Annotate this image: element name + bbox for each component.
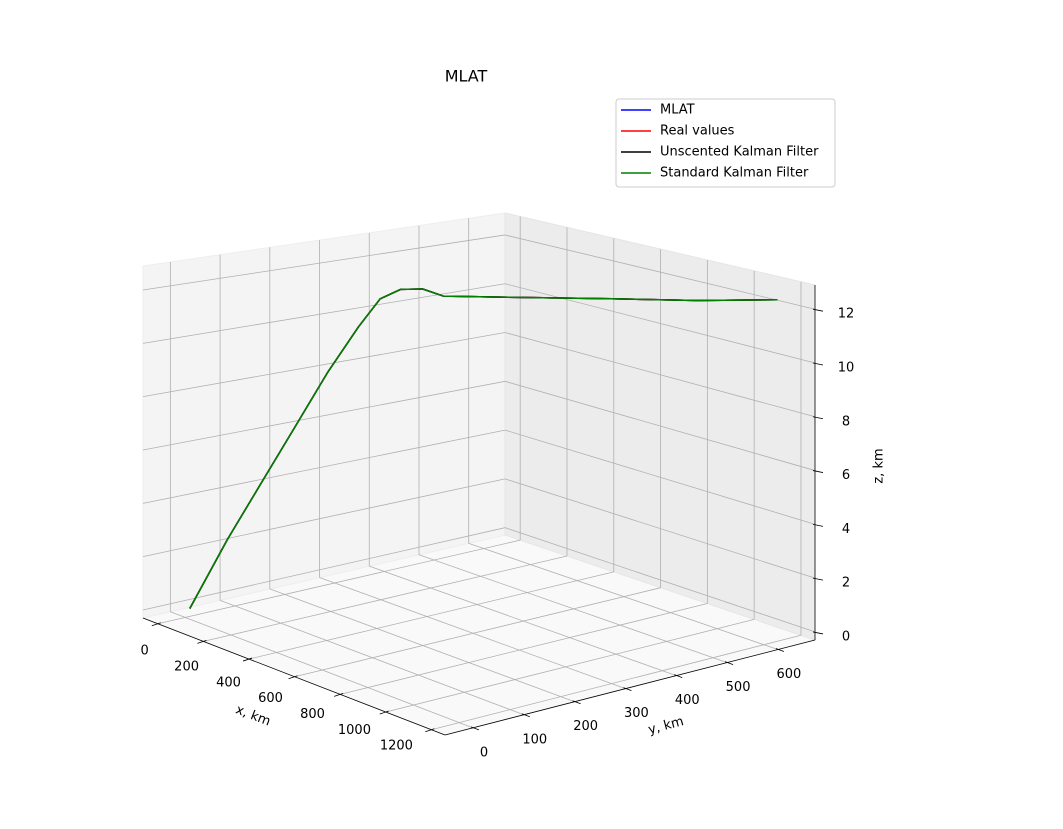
x-tick-label: 400 bbox=[216, 675, 241, 690]
y-tick-label: 400 bbox=[675, 693, 700, 708]
grid-line bbox=[157, 539, 521, 625]
grid-line bbox=[504, 234, 816, 310]
legend-label: Real values bbox=[660, 124, 735, 139]
z-tick-label: 10 bbox=[838, 360, 855, 375]
y-tick bbox=[724, 661, 734, 665]
x-tick-label: 1000 bbox=[338, 723, 371, 738]
x-tick bbox=[334, 693, 344, 697]
x-tick bbox=[151, 622, 161, 627]
grid-line bbox=[431, 634, 802, 731]
grid-line bbox=[369, 565, 677, 677]
grid-line bbox=[142, 332, 506, 398]
grid-line bbox=[142, 478, 506, 558]
x-tick bbox=[197, 640, 207, 644]
series-line bbox=[189, 288, 778, 609]
y-tick bbox=[674, 674, 683, 678]
grid-line bbox=[269, 588, 575, 703]
grid-line bbox=[385, 619, 755, 713]
grid-line bbox=[142, 234, 506, 291]
z-axis-label: z, km bbox=[872, 448, 887, 483]
y-tick-label: 0 bbox=[480, 745, 488, 760]
y-tick-label: 600 bbox=[776, 667, 801, 682]
y-tick bbox=[521, 713, 530, 718]
x-tick-label: 0 bbox=[140, 644, 148, 659]
grid-line bbox=[504, 380, 816, 471]
grid-line bbox=[294, 587, 661, 678]
x-tick-label: 1200 bbox=[380, 739, 413, 754]
x-axis-label: x, km bbox=[233, 703, 272, 730]
z-tick bbox=[812, 631, 824, 635]
z-tick-label: 12 bbox=[838, 307, 855, 322]
z-tick bbox=[812, 523, 824, 527]
legend-box bbox=[615, 98, 836, 188]
y-tick bbox=[470, 726, 480, 731]
x-tick-label: 200 bbox=[174, 660, 199, 675]
x-tick bbox=[242, 657, 253, 662]
z-tick-label: 8 bbox=[842, 414, 850, 429]
y-tick-label: 100 bbox=[522, 732, 547, 747]
x-tick bbox=[288, 675, 298, 680]
grid-line bbox=[219, 599, 524, 716]
grid-line bbox=[340, 603, 708, 695]
y-tick-label: 200 bbox=[573, 719, 598, 734]
z-tick bbox=[812, 470, 824, 473]
z-tick bbox=[812, 577, 824, 581]
grid-line bbox=[504, 283, 816, 364]
z-tick bbox=[812, 362, 824, 366]
grid-line bbox=[504, 429, 816, 525]
lines bbox=[189, 288, 778, 609]
legend: MLAT Real values Unscented Kalman Filter St… bbox=[615, 98, 836, 188]
grid-line bbox=[142, 380, 506, 451]
grid-line bbox=[504, 332, 816, 418]
legend-label: Unscented Kalman Filter bbox=[660, 145, 819, 160]
y-axis-label: y, km bbox=[647, 714, 686, 738]
grid-line bbox=[142, 283, 506, 344]
x-tick bbox=[379, 710, 389, 715]
grid-line bbox=[170, 611, 474, 729]
grid bbox=[142, 216, 816, 731]
x-tick bbox=[425, 728, 435, 733]
grid-line bbox=[504, 527, 816, 633]
y-tick-label: 300 bbox=[624, 706, 649, 721]
legend-label: MLAT bbox=[660, 103, 695, 118]
chart-title: MLAT bbox=[445, 67, 488, 86]
y-tick bbox=[775, 648, 785, 652]
y-axis-line bbox=[444, 639, 816, 736]
grid-line bbox=[418, 554, 728, 663]
grid-line bbox=[142, 429, 506, 504]
x-tick-label: 800 bbox=[300, 707, 325, 722]
grid-line bbox=[142, 527, 506, 611]
legend-label: Standard Kalman Filter bbox=[660, 166, 809, 181]
z-tick bbox=[812, 416, 824, 420]
z-tick-label: 4 bbox=[842, 522, 850, 537]
grid-line bbox=[319, 577, 626, 690]
z-tick-label: 2 bbox=[842, 576, 850, 591]
grid-line bbox=[248, 571, 614, 660]
z-tick-label: 6 bbox=[842, 468, 850, 483]
grid-line bbox=[203, 555, 568, 642]
z-tick bbox=[812, 308, 824, 312]
y-tick bbox=[572, 700, 581, 705]
z-tick-label: 0 bbox=[842, 629, 850, 644]
y-tick bbox=[623, 687, 632, 692]
x-tick-label: 600 bbox=[258, 691, 283, 706]
y-tick-label: 500 bbox=[726, 680, 751, 695]
grid-line bbox=[468, 542, 779, 650]
grid-line bbox=[504, 478, 816, 579]
